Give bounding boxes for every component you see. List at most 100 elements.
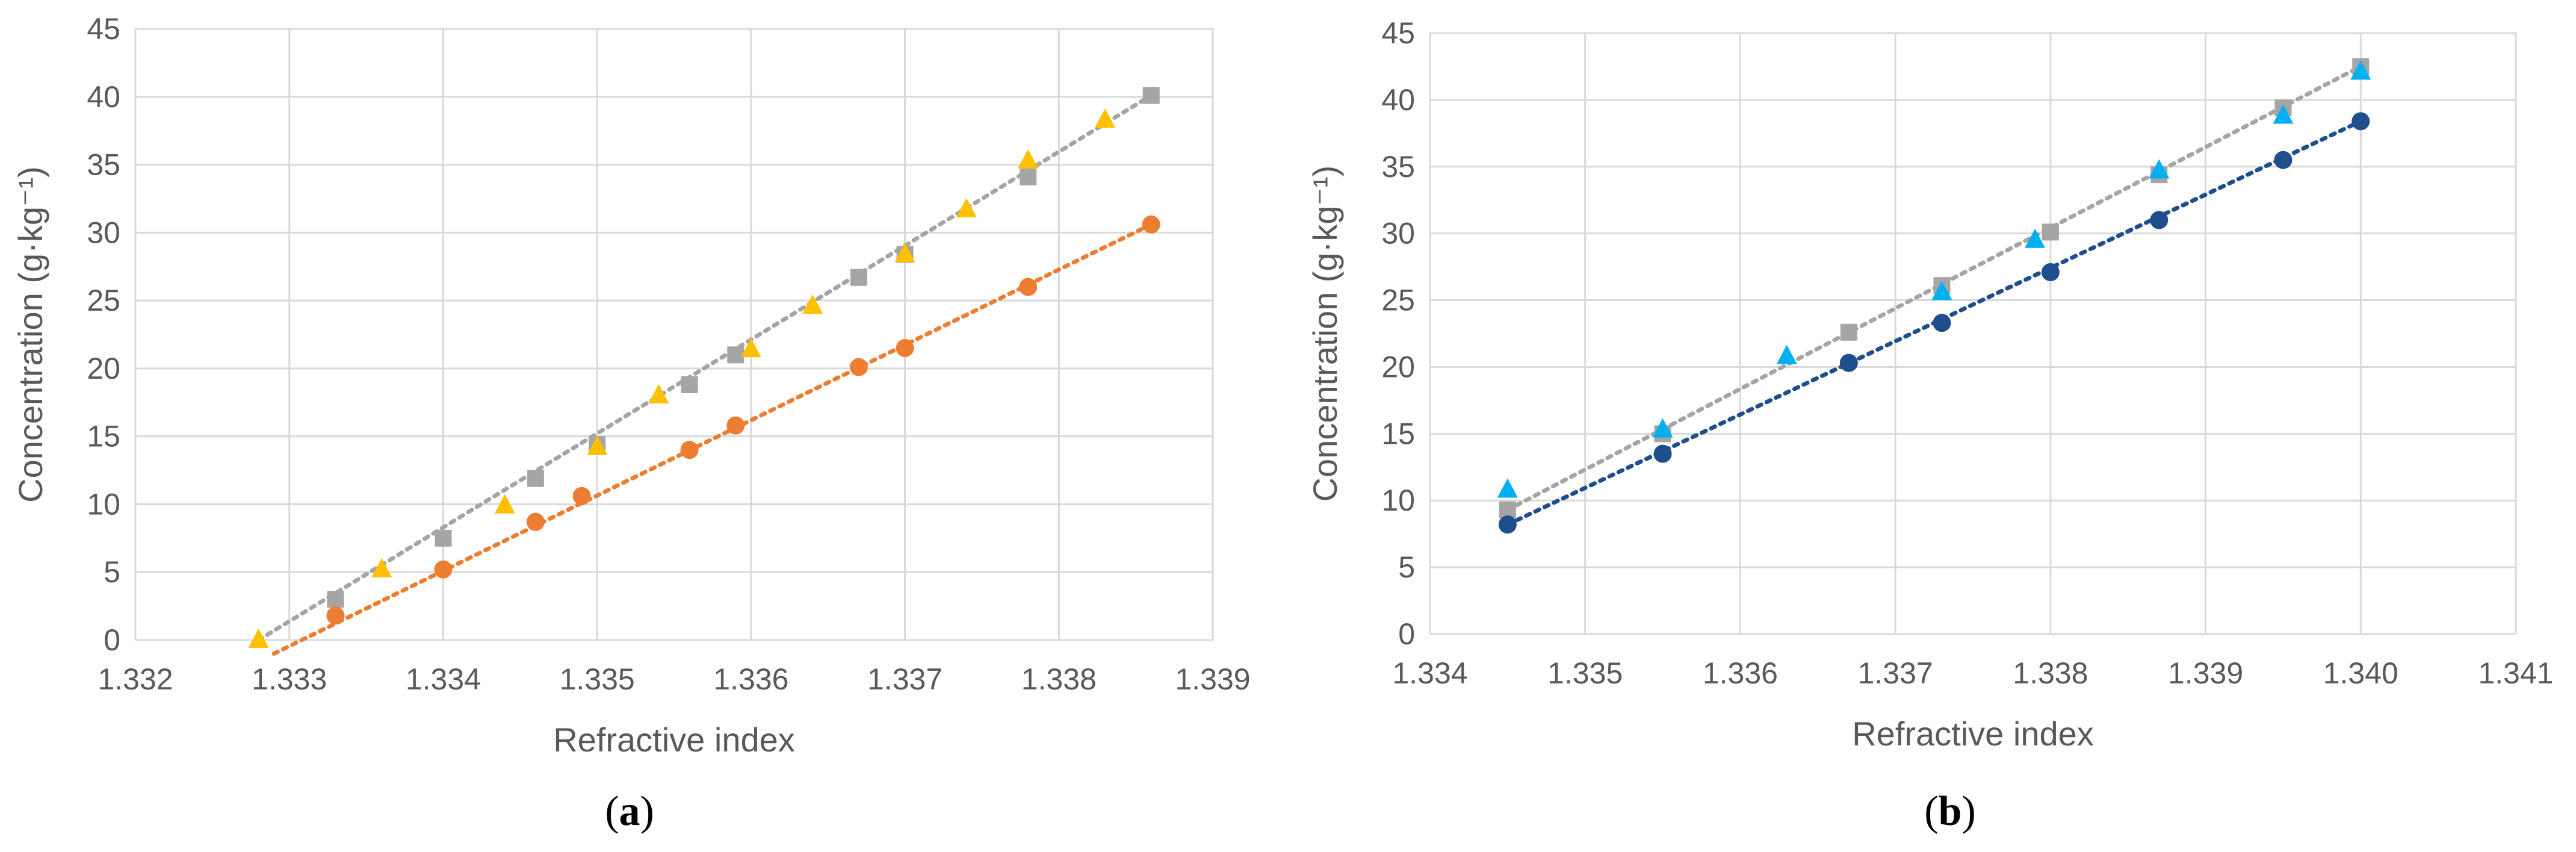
data-point-circle	[326, 606, 345, 625]
y-tick-label: 25	[87, 284, 120, 317]
data-point-circle	[434, 560, 453, 579]
data-point-square	[527, 470, 544, 487]
data-point-triangle	[740, 338, 761, 358]
data-point-circle	[1653, 444, 1672, 463]
x-tick-label: 1.333	[252, 662, 327, 696]
data-point-triangle	[248, 629, 269, 648]
data-point-circle	[2150, 211, 2169, 229]
data-point-square	[435, 529, 452, 547]
x-tick-label: 1.338	[2013, 656, 2088, 690]
x-tick-label: 1.339	[1175, 662, 1250, 696]
data-point-square	[1142, 87, 1160, 104]
data-point-triangle	[1095, 108, 1115, 128]
data-point-triangle	[1497, 478, 1518, 498]
data-point-triangle	[1931, 281, 1952, 300]
x-tick-label: 1.338	[1021, 662, 1097, 696]
data-point-circle	[1933, 314, 1951, 332]
panel-label: (a)	[605, 788, 654, 835]
y-tick-label: 0	[104, 623, 120, 657]
y-tick-label: 35	[87, 148, 120, 182]
data-point-circle	[1839, 353, 1858, 372]
y-tick-label: 5	[104, 555, 120, 589]
panel-label-close-paren: )	[640, 788, 654, 835]
panel-label-close-paren: )	[1961, 788, 1975, 835]
y-tick-label: 35	[1381, 150, 1415, 184]
data-point-triangle	[1652, 418, 1673, 438]
data-point-circle	[572, 487, 591, 505]
y-tick-label: 15	[1381, 417, 1415, 450]
x-axis-title: Refractive index	[553, 721, 795, 759]
y-tick-label: 20	[87, 352, 120, 385]
trendline-series-2	[271, 222, 1154, 656]
data-point-circle	[726, 416, 745, 435]
x-tick-label: 1.339	[2168, 656, 2243, 690]
x-tick-label: 1.335	[560, 662, 635, 696]
x-tick-label: 1.336	[713, 662, 788, 696]
data-point-triangle	[494, 494, 515, 514]
y-tick-label: 5	[1398, 550, 1415, 584]
x-tick-label: 1.334	[1392, 656, 1467, 690]
y-tick-label: 30	[1381, 217, 1415, 250]
y-tick-label: 45	[87, 12, 120, 46]
data-point-triangle	[1776, 344, 1797, 364]
data-point-triangle	[894, 243, 915, 263]
data-point-triangle	[2149, 159, 2170, 179]
x-tick-label: 1.337	[867, 662, 943, 696]
trendline-series-0	[256, 93, 1154, 642]
y-tick-label: 40	[1381, 83, 1415, 117]
chart-panel-a: 1.332 1.333 1.334 1.335 1.336 1.337 1.338 1.339…	[11, 12, 1251, 835]
x-tick-label: 1.332	[98, 662, 173, 696]
data-point-triangle	[2025, 228, 2046, 248]
data-point-circle	[2274, 151, 2293, 169]
x-tick-label: 1.337	[1858, 656, 1933, 690]
y-tick-label: 0	[1398, 617, 1415, 651]
panel-label-letter: b	[1939, 788, 1962, 835]
data-point-triangle	[2273, 104, 2294, 124]
data-point-circle	[2041, 263, 2060, 281]
data-point-circle	[849, 358, 868, 376]
data-point-circle	[680, 441, 699, 459]
panel-label: (b)	[1924, 788, 1976, 835]
data-point-square	[1499, 501, 1516, 518]
data-point-triangle	[587, 435, 608, 455]
data-point-square	[2042, 223, 2059, 241]
data-point-circle	[1498, 515, 1517, 534]
y-tick-label: 15	[87, 420, 120, 453]
data-point-triangle	[1018, 149, 1039, 169]
data-point-square	[1840, 323, 1857, 341]
y-tick-label: 40	[87, 80, 120, 114]
data-point-triangle	[802, 294, 823, 314]
panel-label-open-paren: (	[605, 788, 619, 835]
data-point-square	[727, 346, 745, 364]
chart-panel-b: 1.334 1.335 1.336 1.337 1.338 1.339 1.340 1.341…	[1306, 16, 2554, 835]
data-point-triangle	[956, 197, 977, 217]
panel-label-open-paren: (	[1924, 788, 1938, 835]
data-point-square	[1020, 168, 1037, 185]
data-point-circle	[526, 512, 545, 531]
x-axis-title: Refractive index	[1852, 715, 2094, 753]
data-point-square	[850, 269, 867, 286]
data-point-circle	[896, 339, 914, 358]
y-tick-label: 10	[87, 487, 120, 521]
y-tick-label: 30	[87, 216, 120, 249]
y-tick-label: 10	[1381, 484, 1415, 517]
data-point-circle	[1019, 278, 1038, 296]
data-point-square	[327, 591, 344, 608]
data-point-circle	[2352, 112, 2370, 131]
x-tick-label: 1.334	[406, 662, 481, 696]
y-tick-label: 25	[1381, 284, 1415, 317]
y-tick-label: 20	[1381, 350, 1415, 384]
data-point-triangle	[2350, 60, 2371, 80]
x-tick-label: 1.341	[2478, 656, 2553, 690]
y-tick-label: 45	[1381, 16, 1415, 50]
x-tick-label: 1.340	[2323, 656, 2398, 690]
y-axis-title: Concentration (g·kg⁻¹)	[11, 166, 49, 503]
y-axis-title: Concentration (g·kg⁻¹)	[1306, 166, 1344, 502]
data-point-square	[681, 376, 698, 393]
data-point-triangle	[648, 384, 669, 403]
x-tick-label: 1.336	[1703, 656, 1778, 690]
data-point-circle	[1142, 215, 1160, 234]
data-point-triangle	[371, 558, 392, 577]
panel-label-letter: a	[619, 788, 640, 835]
